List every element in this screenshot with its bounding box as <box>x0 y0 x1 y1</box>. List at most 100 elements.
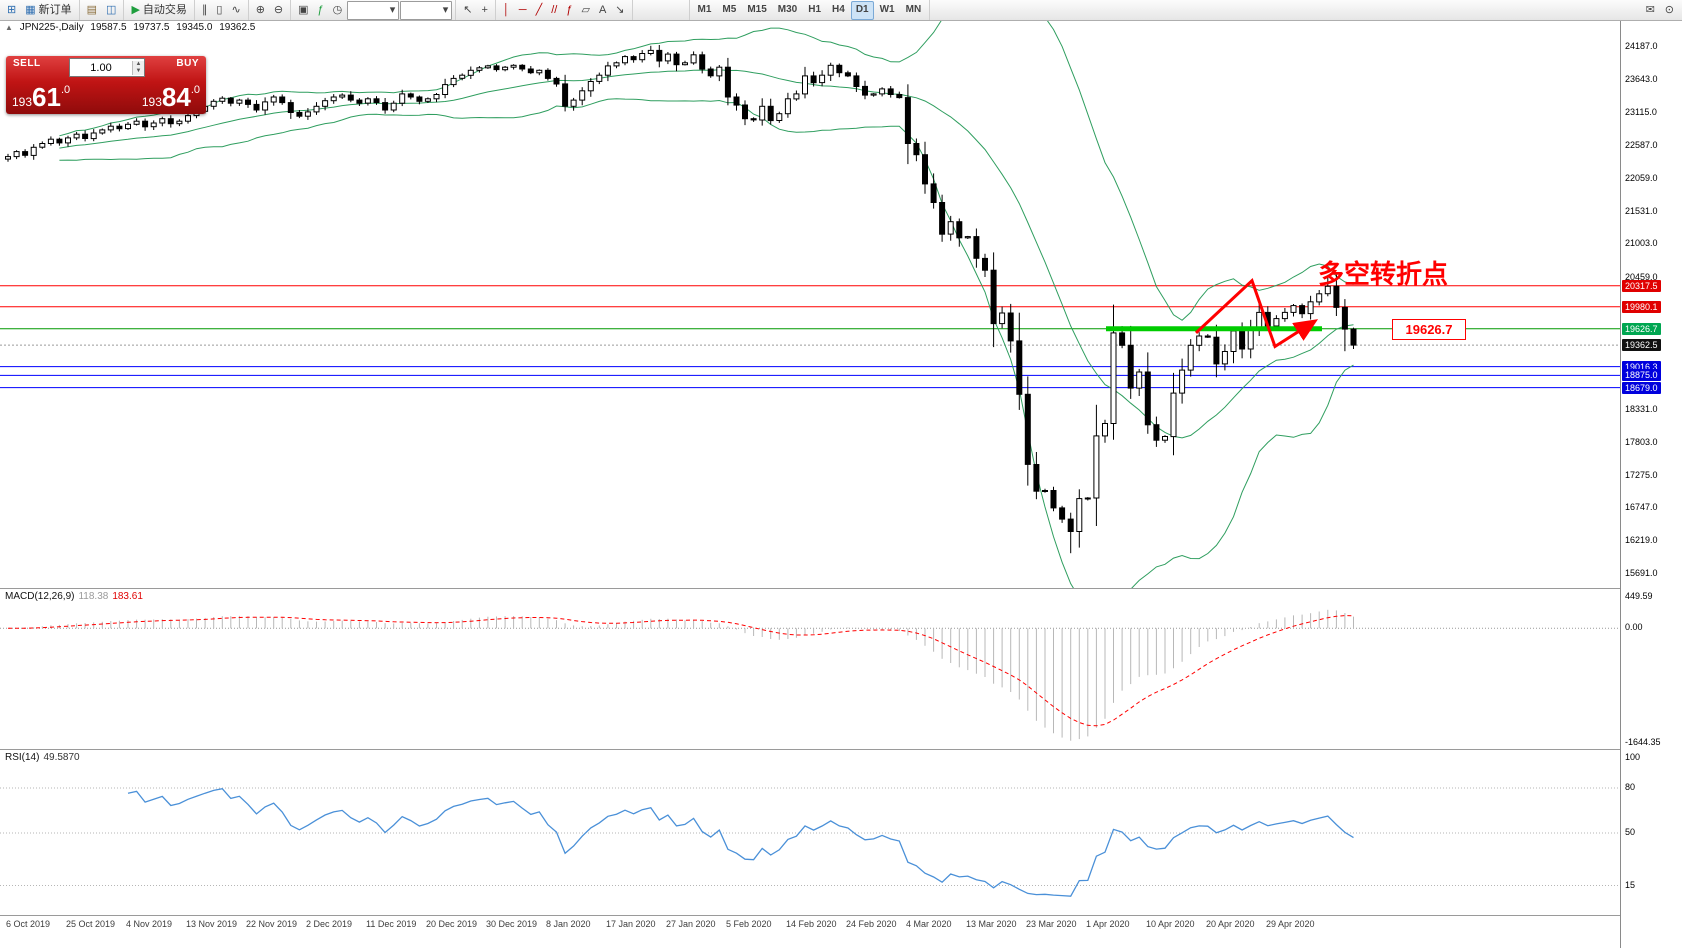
macd-axis-label: 449.59 <box>1625 591 1653 601</box>
templates-select[interactable]: ▾ <box>347 0 400 20</box>
volume-up-button[interactable]: ▲ <box>133 60 144 68</box>
shapes-button[interactable]: ▱ <box>577 1 593 20</box>
trendline-button[interactable]: ╱ <box>532 1 547 20</box>
chart-ohlc-header: ▲ JPN225-,Daily 19587.5 19737.5 19345.0 … <box>5 22 259 33</box>
buy-price: 19384.0 <box>141 82 200 112</box>
date-axis-label: 30 Dec 2019 <box>486 919 538 929</box>
cursor-button[interactable]: ↖ <box>459 1 476 20</box>
price-axis-label: 17275.0 <box>1625 470 1658 480</box>
level-price-label[interactable]: 19626.7 <box>1392 319 1466 340</box>
charts-window-button[interactable]: ◫ <box>102 1 120 20</box>
date-axis-label: 24 Feb 2020 <box>846 919 897 929</box>
buy-label: BUY <box>176 58 199 69</box>
price-axis-label: 21003.0 <box>1625 238 1658 248</box>
volume-box: ▲▼ <box>69 58 145 77</box>
bar-chart-icon: ∥ <box>201 4 208 16</box>
period-button[interactable]: ◷ <box>329 1 347 20</box>
chat-button[interactable]: ✉ <box>1642 1 1659 20</box>
ohlc-high: 19737.5 <box>133 22 170 33</box>
date-axis-label: 27 Jan 2020 <box>666 919 716 929</box>
rsi-panel[interactable]: RSI(14) 49.5870 <box>0 749 1620 916</box>
text-button[interactable]: A <box>595 1 610 20</box>
new-order-button-label: 新订单 <box>38 4 72 16</box>
date-axis-label: 20 Apr 2020 <box>1206 919 1255 929</box>
turning-point-annotation[interactable]: 多空转折点 <box>1318 259 1449 289</box>
date-axis-label: 6 Oct 2019 <box>6 919 51 929</box>
date-axis-label: 13 Nov 2019 <box>186 919 238 929</box>
zoom-out-icon: ⊖ <box>273 4 284 16</box>
toolbar-group: ▤ ◫ <box>80 0 125 20</box>
timeframe-h4-button[interactable]: H4 <box>832 4 845 15</box>
trade-panel-collapse-icon[interactable]: ▲ <box>5 23 13 32</box>
timeframe-m15-button[interactable]: M15 <box>747 4 767 15</box>
time-axis[interactable]: 6 Oct 2019 25 Oct 2019 4 Nov 2019 13 Nov 20… <box>0 915 1620 948</box>
sell-price: 19361.0 <box>12 82 71 112</box>
date-axis-label: 20 Dec 2019 <box>426 919 478 929</box>
volume-input[interactable] <box>70 60 132 75</box>
sell-label: SELL <box>13 58 41 69</box>
line-chart-button[interactable]: ∿ <box>227 1 244 20</box>
timeframe-h1-button[interactable]: H1 <box>808 4 822 15</box>
channel-button[interactable]: // <box>547 1 561 20</box>
date-axis-label: 22 Nov 2019 <box>246 919 298 929</box>
timeframe-m30-button[interactable]: M30 <box>777 4 798 15</box>
profiles-icon: ▤ <box>86 4 98 16</box>
zoom-out-button[interactable]: ⊖ <box>270 1 287 20</box>
timeframe-w1-button[interactable]: W1 <box>879 4 895 15</box>
arrows-button[interactable]: ↘ <box>611 1 628 20</box>
one-click-trading-panel: SELL 19361.0 BUY 19384.0 ▲▼ <box>6 56 206 114</box>
auto-trading-button[interactable]: ▶ 自动交易 <box>127 1 190 20</box>
rsi-chart[interactable] <box>0 751 1620 916</box>
timeframe-toolbar: M1 M5 M15 M30 H1 H4 D1 W1 MN <box>688 0 931 20</box>
price-axis[interactable]: 24187.0 23643.0 23115.0 22587.0 22059.0 21531… <box>1620 20 1682 948</box>
macd-axis-label: -1644.35 <box>1625 737 1661 747</box>
macd-header: MACD(12,26,9) 118.38 183.61 <box>5 591 147 602</box>
date-axis-label: 4 Mar 2020 <box>906 919 952 929</box>
horizontal-line-button[interactable]: ─ <box>515 1 531 20</box>
new-chart-icon: ⊞ <box>7 4 17 16</box>
crosshair-button[interactable]: + <box>477 1 491 20</box>
main-chart-panel[interactable]: ▲ JPN225-,Daily 19587.5 19737.5 19345.0 … <box>0 20 1620 588</box>
macd-value-main: 118.38 <box>78 591 109 602</box>
ohlc-open: 19587.5 <box>90 22 127 33</box>
fibonacci-button[interactable]: ƒ <box>562 1 576 20</box>
toolbar-right-icons: ✉ ⊙ <box>1642 1 1682 20</box>
zoom-in-button[interactable]: ⊕ <box>252 1 269 20</box>
timeframe-m1-button[interactable]: M1 <box>697 4 712 15</box>
price-axis-label: 21531.0 <box>1625 206 1658 216</box>
search-button[interactable]: ⊙ <box>1661 1 1678 20</box>
macd-chart[interactable] <box>0 590 1620 750</box>
rsi-value: 49.5870 <box>43 752 80 763</box>
candlestick-chart-button[interactable]: ▯ <box>212 1 226 20</box>
price-axis-label: 18331.0 <box>1625 404 1658 414</box>
volume-down-button[interactable]: ▼ <box>133 67 144 75</box>
tile-windows-icon: ▣ <box>298 4 309 16</box>
candlestick-chart[interactable] <box>0 20 1620 588</box>
new-order-button[interactable]: ▦ 新订单 <box>21 1 75 20</box>
profiles-button[interactable]: ▤ <box>83 1 101 20</box>
symbol-period-label: JPN225-,Daily <box>19 22 84 33</box>
rsi-axis-label: 50 <box>1625 827 1636 837</box>
macd-label: MACD(12,26,9) <box>5 591 75 602</box>
price-axis-label: 23643.0 <box>1625 74 1658 84</box>
date-axis-label: 1 Apr 2020 <box>1086 919 1130 929</box>
toolbar-button-groups: ⊞ ▦ 新订单 ▤ ◫ ▶ 自动交易 ∥ ▯ ∿ ⊕ ⊖ ▣ ƒ ◷ ▾ ▾ ↖ + │ ─ ╱//ƒ ▱ A ↘ <box>0 0 633 20</box>
timeframe-mn-button[interactable]: MN <box>905 4 922 15</box>
new-chart-button[interactable]: ⊞ <box>3 1 20 20</box>
indicators-icon: ƒ <box>317 4 324 16</box>
channel-icon: // <box>551 4 558 16</box>
rsi-axis-label: 15 <box>1625 880 1636 890</box>
timeframe-d1-button[interactable]: D1 <box>850 0 874 20</box>
timeframe-m5-button[interactable]: M5 <box>722 4 737 15</box>
symbols-select[interactable]: ▾ <box>400 0 453 20</box>
toolbar-group: ⊕ ⊖ <box>249 0 292 20</box>
charts-window-icon: ◫ <box>106 4 117 16</box>
bar-chart-button[interactable]: ∥ <box>198 1 212 20</box>
macd-panel[interactable]: MACD(12,26,9) 118.38 183.61 <box>0 588 1620 750</box>
rsi-axis-label: 100 <box>1625 752 1641 762</box>
vertical-line-button[interactable]: │ <box>499 1 514 20</box>
tile-windows-button[interactable]: ▣ <box>294 1 312 20</box>
date-axis-label: 25 Oct 2019 <box>66 919 116 929</box>
indicators-button[interactable]: ƒ <box>314 1 328 20</box>
